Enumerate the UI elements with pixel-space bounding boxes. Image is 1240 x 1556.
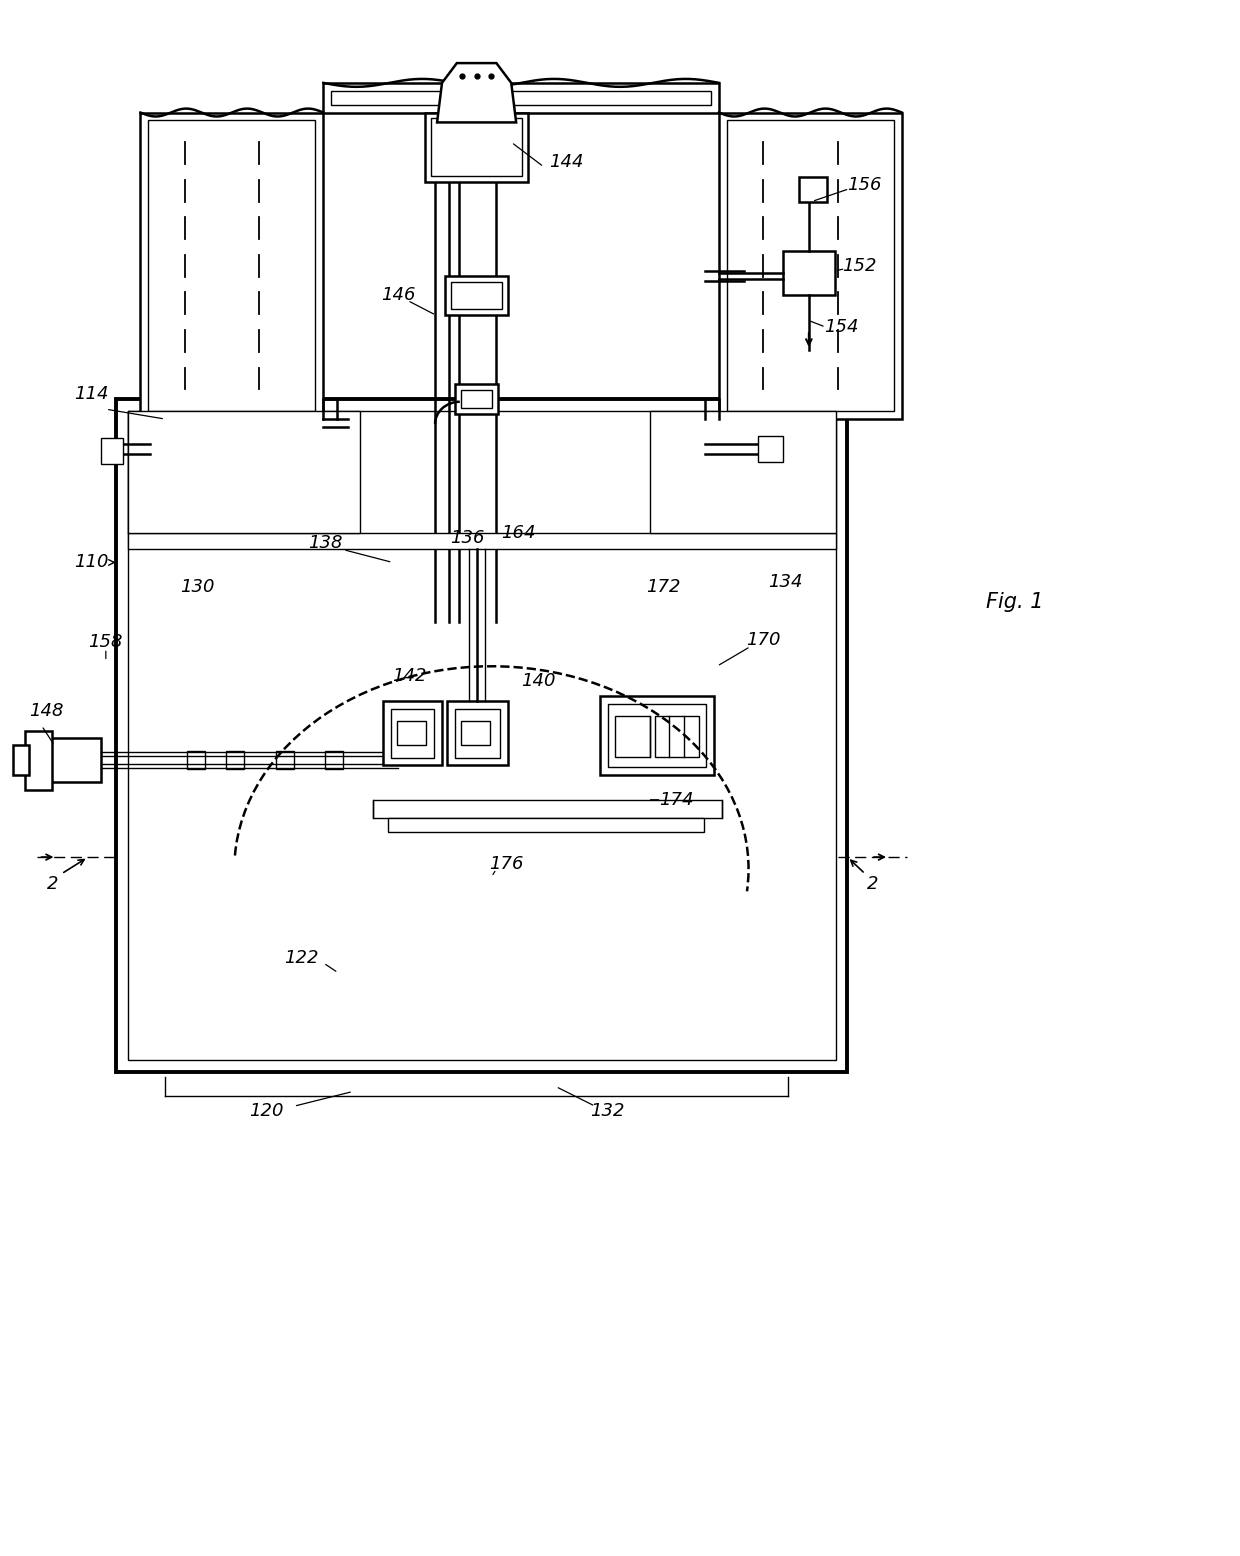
Text: 134: 134: [769, 573, 802, 591]
Text: 132: 132: [590, 1102, 625, 1120]
Bar: [25, 730, 52, 790]
Bar: [227, 752, 244, 769]
Bar: [432, 118, 522, 176]
Text: 140: 140: [521, 672, 556, 691]
Text: 130: 130: [180, 579, 215, 596]
Text: 120: 120: [249, 1102, 284, 1120]
Bar: [799, 177, 827, 202]
Bar: [331, 90, 711, 104]
Bar: [650, 411, 836, 532]
Bar: [37, 739, 100, 783]
Bar: [275, 752, 294, 769]
Text: 154: 154: [823, 317, 858, 336]
Bar: [455, 384, 498, 414]
Text: 122: 122: [284, 949, 319, 966]
Text: 142: 142: [393, 668, 427, 685]
Text: 144: 144: [549, 152, 583, 171]
Text: 158: 158: [88, 633, 123, 650]
Bar: [140, 112, 324, 419]
Bar: [149, 120, 315, 411]
Bar: [397, 720, 427, 745]
Bar: [128, 532, 836, 549]
Bar: [759, 436, 784, 462]
Bar: [115, 400, 847, 1072]
Text: 152: 152: [842, 257, 877, 275]
Text: 146: 146: [381, 286, 415, 305]
Bar: [727, 120, 894, 411]
Bar: [383, 700, 441, 766]
Bar: [425, 112, 528, 182]
Bar: [784, 251, 835, 296]
Bar: [446, 700, 508, 766]
Bar: [325, 752, 343, 769]
Polygon shape: [436, 64, 516, 123]
Text: 176: 176: [490, 856, 525, 873]
Text: 172: 172: [646, 579, 681, 596]
Text: 138: 138: [309, 534, 343, 552]
Bar: [100, 437, 123, 464]
Bar: [324, 82, 719, 112]
Text: 174: 174: [660, 790, 694, 809]
Bar: [600, 696, 714, 775]
Text: 136: 136: [450, 529, 485, 546]
Text: 2: 2: [46, 874, 58, 893]
Bar: [373, 800, 722, 817]
Bar: [445, 275, 508, 316]
Bar: [391, 710, 434, 758]
Bar: [719, 112, 901, 419]
Bar: [461, 391, 492, 408]
Bar: [461, 720, 491, 745]
Bar: [615, 716, 650, 758]
Bar: [12, 745, 29, 775]
Bar: [655, 716, 699, 758]
Bar: [160, 414, 210, 433]
Text: 164: 164: [501, 524, 536, 541]
Text: 156: 156: [847, 176, 882, 193]
Text: 114: 114: [74, 386, 109, 403]
Bar: [388, 817, 704, 832]
Text: Fig. 1: Fig. 1: [986, 591, 1043, 612]
Text: 2: 2: [867, 874, 879, 893]
Text: 110: 110: [74, 554, 109, 571]
Text: 170: 170: [746, 630, 781, 649]
Bar: [128, 411, 836, 1060]
Bar: [608, 703, 706, 767]
Bar: [128, 411, 360, 532]
Bar: [455, 710, 501, 758]
Bar: [451, 282, 502, 310]
Text: 148: 148: [29, 702, 63, 720]
Bar: [187, 752, 205, 769]
